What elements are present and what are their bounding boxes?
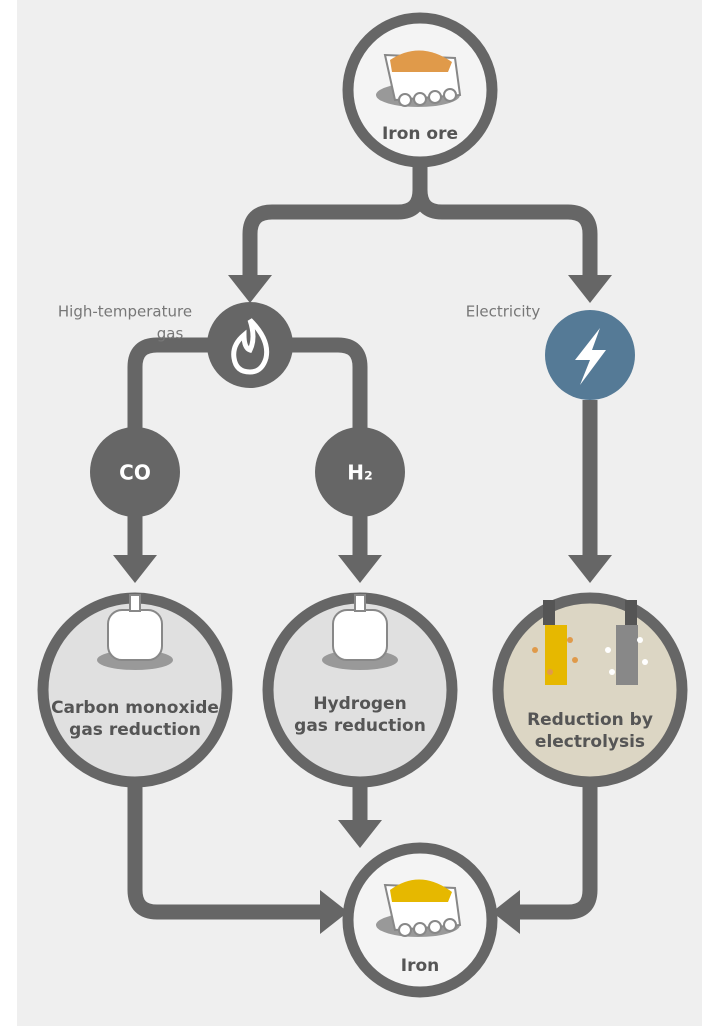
node-label: gas <box>157 325 184 343</box>
node-label: H₂ <box>347 461 373 485</box>
high-temperature-gas-node: High-temperature gas <box>58 302 293 388</box>
h2-node: H₂ <box>315 427 405 517</box>
node-label: Iron ore <box>382 124 458 144</box>
iron-node: Iron <box>342 842 498 998</box>
node-label: High-temperature <box>58 303 192 321</box>
node-label: gas reduction <box>69 720 201 740</box>
node-label: CO <box>119 461 151 485</box>
electricity-node: Electricity <box>466 303 635 400</box>
node-label: Hydrogen <box>313 694 406 714</box>
connectors <box>113 160 612 934</box>
node-label: electrolysis <box>535 732 645 752</box>
co-reduction-node: Carbon monoxide gas reduction <box>37 592 233 788</box>
h2-reduction-node: Hydrogen gas reduction <box>262 592 458 788</box>
electrolysis-node: Reduction by electrolysis <box>492 592 688 788</box>
node-label: gas reduction <box>294 716 426 736</box>
iron-ore-node: Iron ore <box>342 12 498 168</box>
node-label: Iron <box>401 956 440 976</box>
node-label: Electricity <box>466 303 541 321</box>
node-label: Reduction by <box>527 710 653 730</box>
node-label: Carbon monoxide <box>51 698 219 718</box>
co-node: CO <box>90 427 180 517</box>
